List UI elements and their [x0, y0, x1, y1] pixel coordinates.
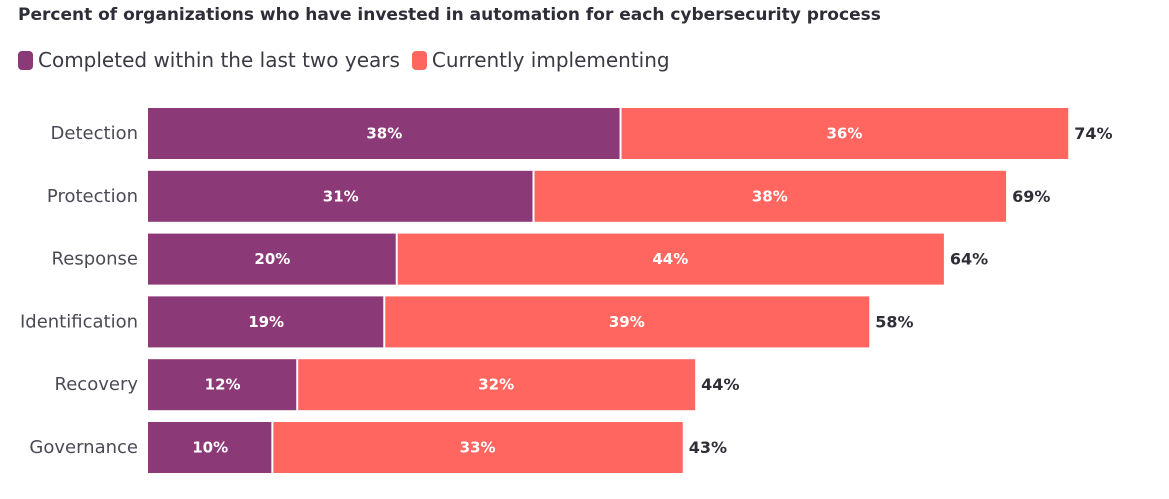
chart-title: Percent of organizations who have invest…: [18, 5, 881, 25]
legend-label-implementing: Currently implementing: [431, 48, 670, 72]
bar-implementing: [384, 296, 870, 348]
data-label: 38%: [752, 187, 788, 205]
bar-completed: [148, 170, 534, 222]
data-label: 12%: [205, 376, 241, 394]
bar-completed: [148, 359, 298, 411]
data-label: 20%: [254, 250, 290, 268]
data-label: 10%: [192, 439, 228, 457]
legend-swatch-completed: [18, 50, 33, 70]
bar-completed: [148, 422, 273, 473]
bar-implementing: [297, 359, 696, 411]
total-label: 43%: [689, 438, 727, 457]
data-label: 32%: [478, 376, 514, 394]
bar-implementing: [272, 422, 683, 473]
data-label: 33%: [460, 439, 496, 457]
bar-completed: [148, 233, 397, 285]
category-label: Governance: [29, 437, 138, 458]
legend-swatch-implementing: [411, 50, 427, 70]
bar-implementing: [396, 233, 944, 285]
data-label: 31%: [323, 187, 359, 205]
legend-label-completed: Completed within the last two years: [38, 48, 400, 72]
data-label: 19%: [248, 313, 284, 331]
data-label: 44%: [652, 250, 688, 268]
total-label: 69%: [1012, 187, 1050, 206]
data-label: 36%: [826, 125, 862, 143]
legend-item-completed: Completed within the last two years: [18, 48, 400, 72]
total-label: 64%: [950, 250, 988, 269]
bar-completed: [148, 108, 621, 159]
total-label: 74%: [1074, 124, 1112, 143]
category-label: Identification: [20, 311, 138, 332]
legend-item-implementing: Currently implementing: [411, 48, 670, 72]
total-label: 44%: [701, 375, 739, 394]
data-label: 38%: [366, 125, 402, 143]
category-label: Recovery: [55, 374, 139, 395]
bar-implementing: [533, 170, 1007, 222]
bar-implementing: [620, 108, 1069, 159]
total-label: 58%: [875, 312, 913, 331]
data-label: 39%: [609, 313, 645, 331]
legend: Completed within the last two years Curr…: [18, 47, 682, 73]
category-label: Response: [52, 249, 138, 270]
bar-completed: [148, 296, 385, 348]
category-label: Protection: [47, 186, 138, 207]
category-label: Detection: [51, 123, 138, 144]
